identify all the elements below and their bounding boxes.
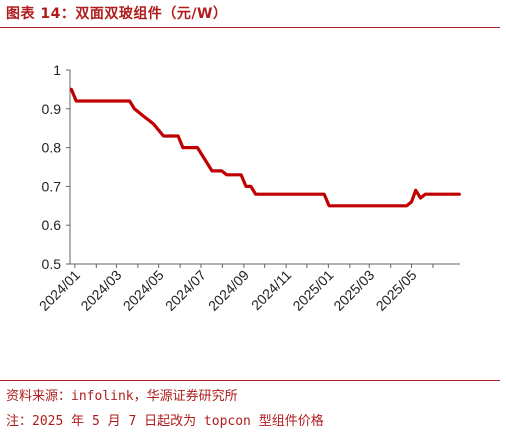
x-tick-label: 2025/03 — [330, 267, 377, 314]
footer-divider — [0, 380, 500, 381]
y-tick-label: 0.5 — [42, 256, 62, 272]
series-line — [69, 87, 461, 208]
y-axis-ticks: 0.5 0.6 0.7 0.8 0.9 1 — [42, 62, 70, 272]
x-tick-label: 2024/03 — [77, 267, 124, 314]
chart-title: 图表 14：双面双玻组件（元/W） — [6, 6, 228, 22]
y-tick-label: 0.6 — [42, 217, 62, 233]
x-tick-label: 2024/05 — [120, 267, 167, 314]
y-tick-label: 0.9 — [42, 101, 62, 117]
axes — [69, 70, 460, 265]
x-tick-label: 2024/01 — [36, 267, 83, 314]
x-tick-label: 2024/11 — [248, 267, 295, 314]
y-tick-label: 1 — [53, 62, 61, 78]
series-group — [69, 87, 461, 208]
title-divider — [0, 27, 500, 28]
y-tick-label: 0.7 — [42, 178, 62, 194]
x-tick-label: 2025/01 — [289, 267, 336, 314]
x-tick-label: 2025/05 — [373, 267, 420, 314]
source-note: 资料来源：infolink，华源证券研究所 — [6, 389, 238, 404]
y-tick-label: 0.8 — [42, 140, 62, 156]
x-axis-ticks: 2024/012024/032024/052024/072024/092024/… — [36, 264, 434, 314]
x-tick-label: 2024/09 — [205, 267, 252, 314]
line-chart: 0.50.60.70.80.91 2024/012024/032024/0520… — [36, 62, 461, 314]
footnote: 注：2025 年 5 月 7 日起改为 topcon 型组件价格 — [6, 414, 324, 429]
x-tick-label: 2024/07 — [162, 267, 209, 314]
